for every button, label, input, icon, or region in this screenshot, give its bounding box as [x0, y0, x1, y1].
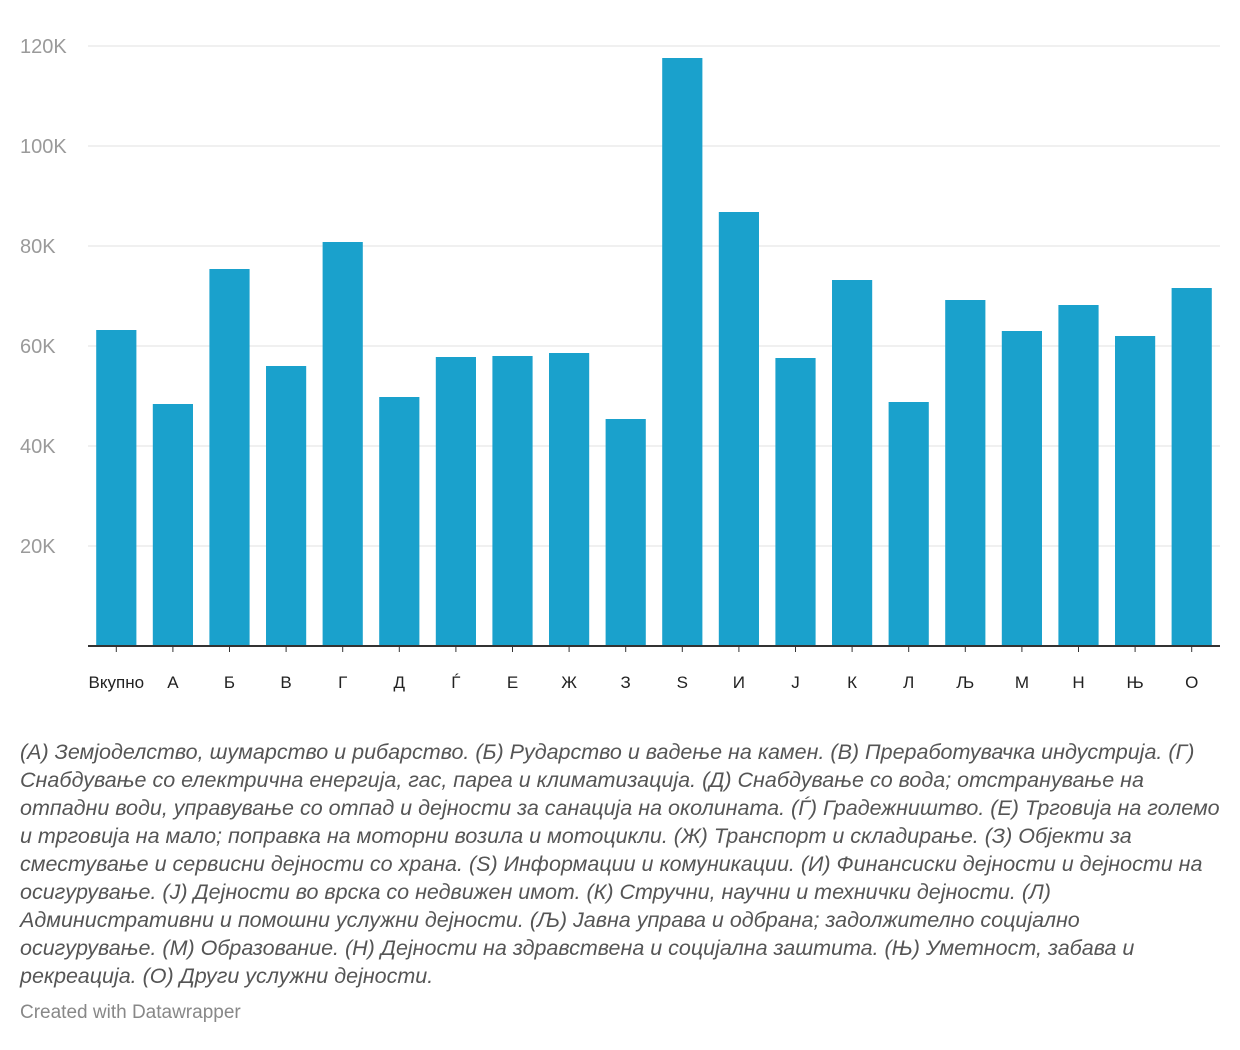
- bar: [266, 366, 307, 646]
- credit-line: Created with Datawrapper: [20, 1002, 241, 1023]
- x-tick-label: S: [677, 673, 688, 692]
- x-tick-label: О: [1185, 673, 1198, 692]
- x-tick-label: Ј: [791, 673, 800, 692]
- y-tick-label: 40K: [20, 436, 56, 458]
- bar: [209, 269, 250, 646]
- gridlines: [88, 45, 1220, 547]
- x-tick-label: З: [621, 673, 631, 692]
- bar: [1171, 288, 1212, 646]
- bar: [152, 404, 193, 646]
- bars: [96, 58, 1212, 646]
- x-tick-label: Д: [394, 673, 406, 692]
- y-axis-ticks: 20K 40K 60K 80K 100K 120K: [20, 36, 67, 558]
- x-tick-label: Г: [338, 673, 347, 692]
- y-tick-label: 60K: [20, 336, 56, 358]
- x-tick-label: Ѓ: [451, 673, 460, 692]
- x-tick-label: Љ: [956, 673, 974, 692]
- x-tick-label: Е: [507, 673, 518, 692]
- y-tick-label: 120K: [20, 36, 67, 58]
- y-tick-label: 20K: [20, 536, 56, 558]
- bar: [1058, 305, 1099, 646]
- x-tick-label: Њ: [1127, 673, 1144, 692]
- x-tick-label: А: [167, 673, 179, 692]
- x-tick-label: Ж: [561, 673, 577, 692]
- bar: [605, 419, 646, 646]
- x-axis-ticks: Вкупно А Б В Г Д Ѓ Е Ж З S И Ј К Л Љ М Н Њ О: [89, 646, 1198, 692]
- bar: [435, 357, 476, 646]
- x-tick-label: К: [847, 673, 857, 692]
- x-tick-label: И: [733, 673, 745, 692]
- bar: [775, 358, 816, 646]
- x-tick-label: М: [1015, 673, 1029, 692]
- bar: [832, 280, 873, 646]
- bar: [945, 300, 986, 646]
- bar: [322, 242, 363, 646]
- bar: [379, 397, 420, 646]
- bar: [96, 330, 137, 646]
- y-tick-label: 80K: [20, 236, 56, 258]
- bar-chart: 20K 40K 60K 80K 100K 120K Вкупно А Б В Г Д Ѓ Е Ж З S И Ј К…: [20, 36, 1220, 692]
- x-tick-label: Л: [903, 673, 914, 692]
- category-legend-notes: (А) Земјоделство, шумарство и рибарство.…: [20, 740, 1220, 988]
- bar: [1115, 336, 1156, 646]
- bar: [888, 402, 929, 646]
- y-tick-label: 100K: [20, 136, 67, 158]
- bar: [549, 353, 590, 646]
- bar: [662, 58, 703, 646]
- x-tick-label: Н: [1072, 673, 1084, 692]
- x-tick-label: Б: [224, 673, 235, 692]
- x-tick-label: В: [280, 673, 291, 692]
- bar: [1001, 331, 1042, 646]
- bar: [492, 356, 533, 646]
- bar: [718, 212, 759, 646]
- x-tick-label: Вкупно: [89, 673, 145, 692]
